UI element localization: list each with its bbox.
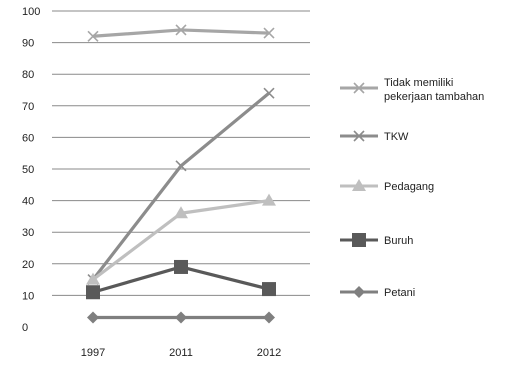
- legend: Tidak memiliki pekerjaan tambahan TKW Pedag…: [340, 77, 484, 299]
- legend-label: Petani: [384, 287, 415, 299]
- data-point: [87, 30, 99, 42]
- data-point: [87, 311, 99, 324]
- legend-label: Buruh: [384, 235, 413, 247]
- data-point: [353, 82, 365, 94]
- legend-label: Pedagang: [384, 181, 434, 193]
- legend-item-5: Petani: [340, 286, 415, 299]
- legend-item-4: Buruh: [340, 233, 413, 247]
- data-point: [86, 272, 100, 285]
- series-4: [86, 259, 276, 300]
- data-point: [263, 27, 275, 39]
- data-point: [175, 160, 187, 172]
- series-lines: [86, 24, 276, 324]
- y-tick-label: 20: [22, 259, 34, 271]
- data-point: [174, 206, 188, 219]
- data-point: [353, 286, 365, 298]
- y-tick-label: 40: [22, 196, 34, 208]
- data-point: [263, 311, 275, 324]
- x-tick-label: 2011: [169, 347, 193, 359]
- y-tick-label: 10: [22, 290, 34, 302]
- series-1: [87, 24, 275, 42]
- series-2: [87, 87, 275, 286]
- data-point: [262, 193, 276, 206]
- data-point: [262, 282, 276, 297]
- y-tick-label: 70: [22, 101, 34, 113]
- data-point: [263, 87, 275, 99]
- series-5: [87, 311, 275, 324]
- data-point: [352, 179, 366, 191]
- legend-item-2: TKW: [340, 130, 409, 143]
- data-point: [175, 24, 187, 36]
- y-tick-label: 100: [22, 6, 40, 18]
- data-point: [174, 259, 188, 274]
- y-tick-label: 80: [22, 69, 34, 81]
- series-line: [91, 91, 271, 281]
- y-tick-label: 50: [22, 164, 34, 176]
- y-axis-tick-labels: 0 10 20 30 40 50 60 70 80 90 100: [22, 6, 40, 334]
- legend-item-3: Pedagang: [340, 179, 434, 193]
- x-tick-label: 1997: [81, 347, 105, 359]
- data-point: [352, 233, 366, 247]
- y-tick-label: 0: [22, 322, 28, 334]
- gridlines: [52, 10, 310, 296]
- data-point: [353, 130, 365, 142]
- y-tick-label: 90: [22, 38, 34, 50]
- x-axis-tick-labels: 1997 2011 2012: [81, 347, 281, 359]
- y-tick-label: 30: [22, 227, 34, 239]
- data-point: [175, 311, 187, 324]
- legend-label: Tidak memiliki pekerjaan tambahan: [384, 77, 484, 103]
- legend-label: TKW: [384, 131, 409, 143]
- legend-item-1: Tidak memiliki pekerjaan tambahan: [340, 77, 484, 103]
- y-tick-label: 60: [22, 132, 34, 144]
- x-tick-label: 2012: [257, 347, 281, 359]
- data-point: [86, 285, 100, 300]
- series-3: [86, 193, 276, 285]
